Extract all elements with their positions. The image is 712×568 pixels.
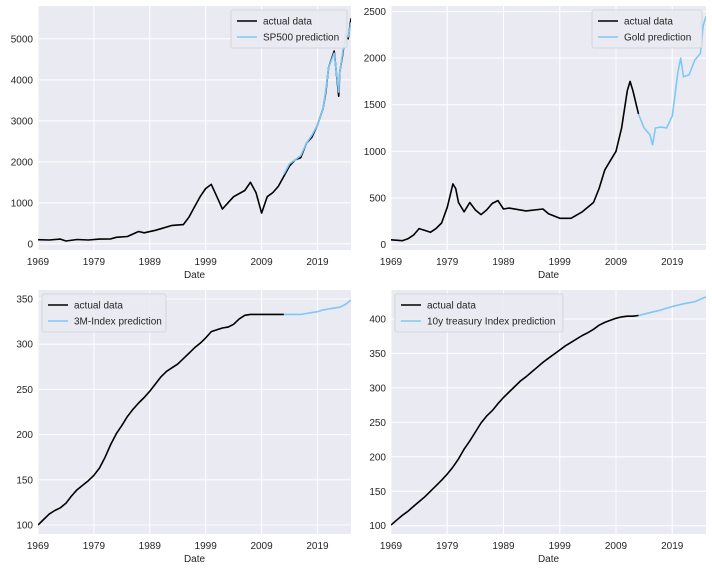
y-tick-label: 1000 bbox=[364, 147, 387, 158]
y-tick-label: 1500 bbox=[364, 100, 387, 111]
legend-label: actual data bbox=[624, 17, 673, 28]
x-tick-label: 1979 bbox=[83, 257, 106, 268]
y-tick-label: 500 bbox=[369, 193, 386, 204]
y-tick-label: 200 bbox=[16, 430, 33, 441]
legend-label: actual data bbox=[74, 301, 123, 312]
10y-treasury-chart: 100 150 200 250 300 350 400 1969 1979 1989 1999 200… bbox=[369, 290, 706, 565]
x-tick-label: 1969 bbox=[27, 541, 50, 552]
x-tick-label: 1979 bbox=[436, 541, 459, 552]
y-tick-label: 2500 bbox=[364, 7, 387, 18]
x-axis-label: Date bbox=[538, 270, 560, 281]
x-tick-label: 2019 bbox=[306, 541, 329, 552]
legend-label: 3M-Index prediction bbox=[74, 317, 162, 328]
y-tick-label: 300 bbox=[16, 340, 33, 351]
x-tick-label: 1979 bbox=[436, 257, 459, 268]
legend-frame bbox=[230, 9, 348, 49]
y-tick-label: 1000 bbox=[11, 198, 34, 209]
y-tick-label: 100 bbox=[16, 520, 33, 531]
x-tick-label: 1989 bbox=[492, 541, 515, 552]
x-tick-label: 2019 bbox=[661, 541, 684, 552]
legend-frame bbox=[591, 9, 703, 49]
legend-label: actual data bbox=[427, 301, 476, 312]
x-axis-label: Date bbox=[538, 554, 560, 565]
x-tick-label: 1989 bbox=[492, 257, 515, 268]
y-tick-label: 200 bbox=[369, 452, 386, 463]
y-tick-label: 3000 bbox=[11, 116, 34, 127]
y-tick-label: 0 bbox=[27, 239, 33, 250]
x-tick-label: 2009 bbox=[250, 541, 273, 552]
sp500-chart: 0 1000 2000 3000 4000 5000 1969 1979 1989 1999 200… bbox=[11, 6, 351, 281]
y-tick-label: 150 bbox=[369, 487, 386, 498]
y-tick-label: 5000 bbox=[11, 34, 34, 45]
x-tick-label: 1989 bbox=[139, 257, 162, 268]
x-tick-label: 1969 bbox=[380, 257, 403, 268]
x-tick-label: 2019 bbox=[661, 257, 684, 268]
y-tick-label: 4000 bbox=[11, 75, 34, 86]
x-tick-label: 1999 bbox=[549, 541, 572, 552]
y-tick-label: 150 bbox=[16, 475, 33, 486]
x-tick-label: 1999 bbox=[195, 257, 218, 268]
x-tick-label: 1999 bbox=[549, 257, 572, 268]
series-line-gold-prediction bbox=[637, 15, 706, 146]
y-tick-label: 2000 bbox=[11, 157, 34, 168]
series-line-10y-treasury-index-prediction bbox=[638, 296, 706, 317]
y-tick-label: 300 bbox=[369, 383, 386, 394]
series-line-3m-index-prediction bbox=[283, 299, 351, 316]
legend: actual data Gold prediction bbox=[591, 9, 703, 49]
x-tick-label: 1969 bbox=[380, 541, 403, 552]
legend: actual data 3M-Index prediction bbox=[41, 293, 167, 333]
x-tick-label: 2009 bbox=[250, 257, 273, 268]
series-line-actual-data bbox=[391, 314, 639, 526]
x-tick-label: 1989 bbox=[139, 541, 162, 552]
legend-label: actual data bbox=[263, 17, 312, 28]
gold-chart: 0 500 1000 1500 2000 2500 1969 1979 1989 1999 2009… bbox=[364, 6, 706, 281]
legend: actual data SP500 prediction bbox=[230, 9, 348, 49]
y-tick-label: 100 bbox=[369, 521, 386, 532]
x-axis-label: Date bbox=[184, 554, 206, 565]
legend-label: SP500 prediction bbox=[263, 33, 339, 44]
legend-label: Gold prediction bbox=[624, 33, 691, 44]
y-tick-label: 250 bbox=[16, 385, 33, 396]
x-tick-label: 2009 bbox=[605, 541, 628, 552]
y-tick-label: 2000 bbox=[364, 54, 387, 65]
y-tick-label: 350 bbox=[369, 349, 386, 360]
x-tick-label: 2009 bbox=[605, 257, 628, 268]
y-tick-label: 400 bbox=[369, 314, 386, 325]
x-axis-label: Date bbox=[184, 270, 206, 281]
3m-index-chart: 100 150 200 250 300 350 1969 1979 1989 1999 2009 20… bbox=[16, 290, 351, 565]
y-tick-label: 350 bbox=[16, 295, 33, 306]
series-line-actual-data bbox=[391, 80, 640, 242]
y-tick-label: 0 bbox=[380, 240, 386, 251]
x-tick-label: 1969 bbox=[27, 257, 50, 268]
series-line-actual-data bbox=[38, 313, 284, 526]
x-tick-label: 1979 bbox=[83, 541, 106, 552]
x-tick-label: 2019 bbox=[306, 257, 329, 268]
y-tick-label: 250 bbox=[369, 418, 386, 429]
x-tick-label: 1999 bbox=[195, 541, 218, 552]
legend-frame bbox=[41, 293, 167, 333]
legend-label: 10y treasury Index prediction bbox=[427, 317, 555, 328]
legend: actual data 10y treasury Index prediction bbox=[394, 293, 564, 333]
legend-frame bbox=[394, 293, 564, 333]
